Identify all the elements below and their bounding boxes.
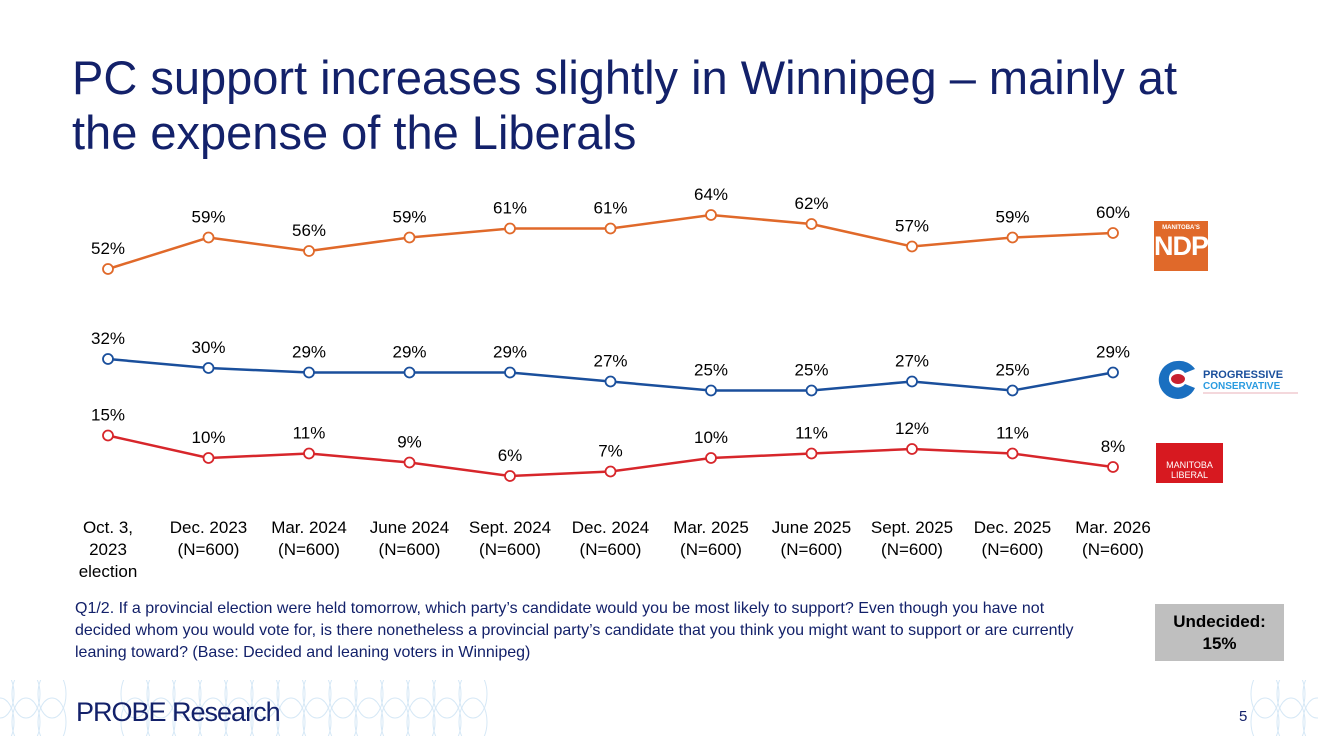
- liberal-point: [1006, 447, 1019, 460]
- pc-point: [604, 375, 617, 388]
- liberal-point: [906, 443, 918, 455]
- pc-point: [102, 353, 114, 365]
- liberal-point: [805, 447, 818, 460]
- ndp-data-label: 60%: [1096, 203, 1130, 222]
- liberal-point: [1107, 461, 1119, 473]
- pc-data-label: 32%: [91, 329, 125, 348]
- ndp-point: [805, 218, 818, 230]
- pc-data-label: 25%: [995, 361, 1029, 380]
- pc-point: [805, 384, 818, 397]
- ndp-data-label: 61%: [593, 199, 627, 218]
- ndp-data-label: 52%: [91, 239, 125, 258]
- footer-pattern: [0, 680, 1318, 736]
- pc-point: [202, 362, 215, 374]
- x-tick-label: Sept. 2024 (N=600): [468, 518, 552, 559]
- liberal-point: [403, 456, 416, 469]
- ndp-logo: MANITOBA'S NDP: [1154, 221, 1209, 271]
- liberal-point: [604, 465, 617, 478]
- ndp-logo-big: NDP: [1154, 231, 1209, 261]
- ndp-point: [1107, 227, 1119, 239]
- liberal-data-label: 6%: [498, 446, 523, 465]
- x-tick-label: June 2024 (N=600): [369, 518, 450, 559]
- pc-data-label: 29%: [493, 343, 527, 362]
- x-tick-label: Oct. 3, 2023 election: [78, 518, 138, 581]
- liberal-logo-line2: LIBERAL: [1170, 470, 1209, 480]
- x-tick-label: Dec. 2025 (N=600): [973, 518, 1052, 559]
- pc-point: [403, 366, 416, 379]
- ndp-data-label: 57%: [895, 217, 929, 236]
- pc-logo: PROGRESSIVE CONSERVATIVE: [1158, 360, 1298, 399]
- ndp-data-label: 56%: [292, 221, 326, 240]
- liberal-point: [303, 447, 315, 460]
- ndp-data-label: 62%: [794, 194, 828, 213]
- pc-data-label: 29%: [292, 343, 326, 362]
- liberal-data-label: 11%: [293, 424, 326, 443]
- liberal-point: [705, 452, 717, 464]
- liberal-data-label: 11%: [996, 424, 1029, 443]
- ndp-point: [303, 245, 315, 257]
- page-number: 5: [1239, 708, 1248, 725]
- ndp-point: [102, 263, 114, 275]
- pc-point: [1006, 384, 1019, 397]
- pc-data-label: 25%: [794, 361, 828, 380]
- undecided-value: 15%: [1202, 634, 1237, 653]
- liberal-data-label: 7%: [598, 442, 623, 461]
- svg-text:CONSERVATIVE: CONSERVATIVE: [1203, 381, 1281, 392]
- probe-research-logo: PROBE Research: [76, 697, 281, 727]
- ndp-point: [403, 231, 416, 244]
- ndp-data-label: 59%: [392, 208, 426, 227]
- liberal-data-label: 8%: [1101, 437, 1126, 456]
- ndp-data-label: 64%: [694, 185, 728, 204]
- ndp-point: [504, 222, 516, 235]
- x-tick-label: Dec. 2024 (N=600): [571, 518, 650, 559]
- svg-text:PROGRESSIVE: PROGRESSIVE: [1203, 369, 1283, 381]
- ndp-point: [604, 222, 617, 235]
- pc-data-label: 30%: [191, 338, 225, 357]
- x-tick-label: Sept. 2025 (N=600): [870, 518, 954, 559]
- liberal-data-label: 15%: [91, 406, 125, 425]
- pc-point: [504, 366, 516, 379]
- ndp-point: [1006, 231, 1019, 244]
- pc-point: [705, 384, 717, 397]
- ndp-point: [705, 209, 717, 221]
- ndp-data-label: 61%: [493, 199, 527, 218]
- liberal-data-label: 10%: [191, 428, 225, 447]
- x-tick-label: Mar. 2024 (N=600): [271, 518, 347, 559]
- liberal-data-label: 9%: [397, 433, 422, 452]
- pc-data-label: 29%: [1096, 343, 1130, 362]
- ndp-data-label: 59%: [191, 208, 225, 227]
- pc-point: [906, 375, 918, 388]
- slide-title: PC support increases slightly in Winnipe…: [72, 51, 1178, 159]
- liberal-point: [504, 470, 516, 482]
- pc-data-label: 27%: [895, 352, 929, 371]
- liberal-logo: MANITOBA LIBERAL: [1156, 443, 1223, 483]
- pc-data-label: 29%: [392, 343, 426, 362]
- undecided-label: Undecided:: [1173, 612, 1266, 631]
- ndp-point: [202, 231, 215, 244]
- ndp-point: [906, 240, 918, 253]
- x-tick-label: Dec. 2023 (N=600): [169, 518, 248, 559]
- pc-point: [303, 366, 315, 379]
- liberal-data-label: 11%: [795, 424, 828, 443]
- x-tick-label: Mar. 2025 (N=600): [673, 518, 749, 559]
- x-tick-label: June 2025 (N=600): [771, 518, 852, 559]
- liberal-data-label: 12%: [895, 419, 929, 438]
- liberal-logo-line1: MANITOBA: [1166, 460, 1213, 470]
- ndp-logo-small: MANITOBA'S: [1162, 225, 1200, 231]
- ndp-data-label: 59%: [995, 208, 1029, 227]
- pc-data-label: 25%: [694, 361, 728, 380]
- survey-question: Q1/2. If a provincial election were held…: [75, 600, 1074, 661]
- pc-data-label: 27%: [593, 352, 627, 371]
- liberal-point: [102, 429, 114, 442]
- liberal-data-label: 10%: [694, 428, 728, 447]
- undecided-box: Undecided: 15%: [1155, 604, 1284, 661]
- liberal-point: [202, 452, 215, 464]
- x-tick-label: Mar. 2026 (N=600): [1075, 518, 1151, 559]
- pc-point: [1107, 366, 1119, 379]
